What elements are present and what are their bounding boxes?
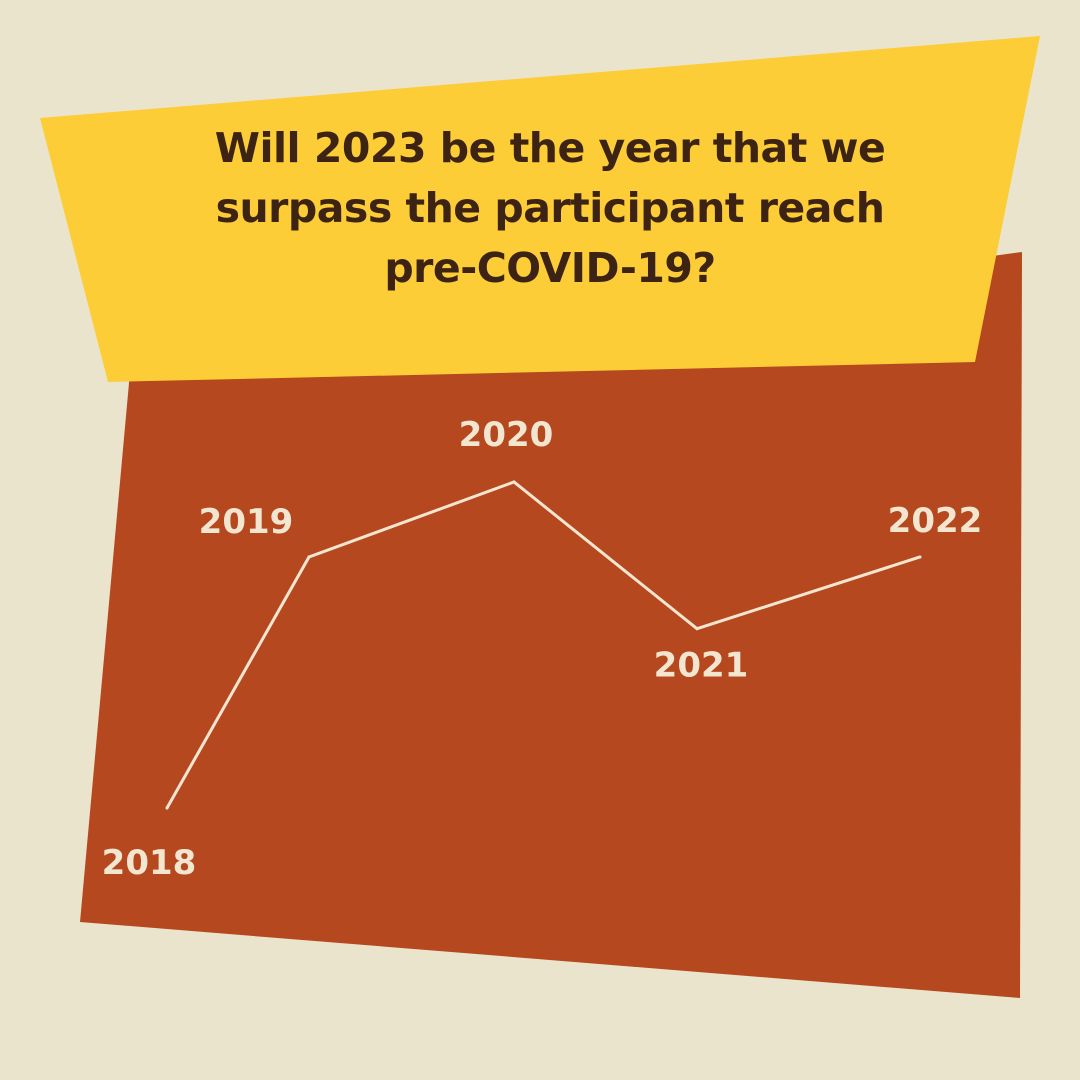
headline-line-3: pre-COVID-19?	[384, 244, 716, 292]
point-label-2021: 2021	[654, 646, 749, 686]
data-point-2020	[512, 480, 516, 484]
headline-line-1: Will 2023 be the year that we	[214, 124, 886, 172]
point-label-2022: 2022	[888, 501, 983, 541]
headline: Will 2023 be the year that we surpass th…	[110, 118, 990, 298]
data-point-2018	[165, 806, 169, 810]
data-point-2021	[695, 627, 699, 631]
data-point-2019	[307, 555, 311, 559]
point-label-2018: 2018	[102, 843, 197, 883]
point-label-2019: 2019	[199, 502, 294, 542]
headline-line-2: surpass the participant reach	[215, 184, 885, 232]
data-labels: 2018 2019 2020 2021 2022	[102, 415, 983, 883]
headline-banner	[40, 36, 1040, 382]
data-point-2022	[918, 555, 922, 559]
point-label-2020: 2020	[459, 415, 554, 455]
chart-panel	[80, 252, 1022, 998]
